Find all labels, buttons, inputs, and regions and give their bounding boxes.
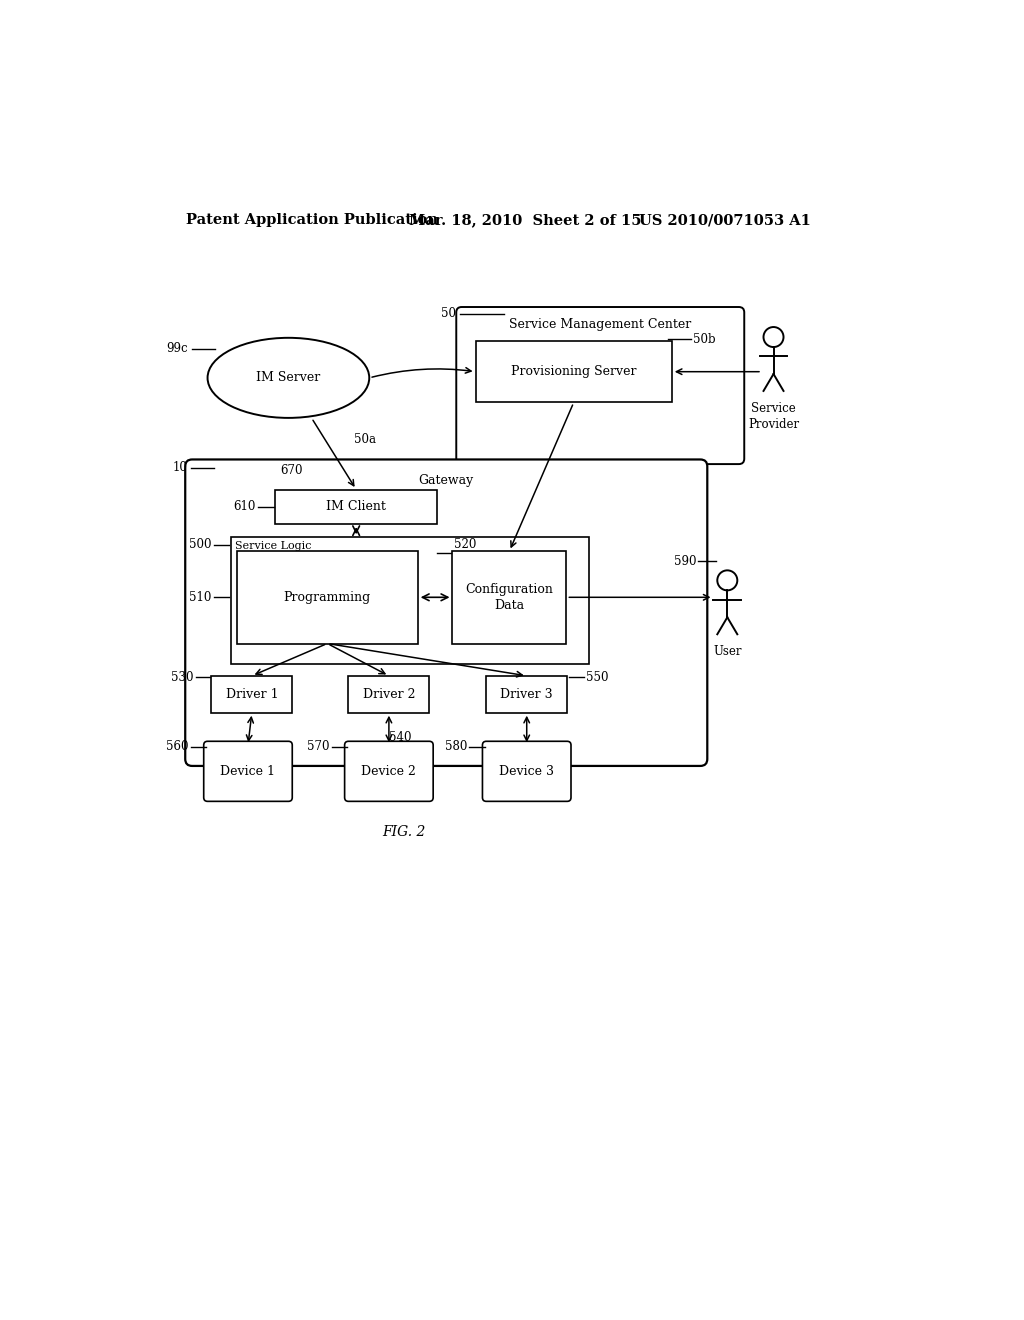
Text: User: User xyxy=(713,645,741,659)
Text: Device 3: Device 3 xyxy=(500,764,554,777)
Text: 570: 570 xyxy=(307,741,330,754)
FancyBboxPatch shape xyxy=(453,552,566,644)
Text: 530: 530 xyxy=(171,671,194,684)
FancyBboxPatch shape xyxy=(275,490,437,524)
Text: 99c: 99c xyxy=(167,342,188,355)
FancyBboxPatch shape xyxy=(345,742,433,801)
FancyBboxPatch shape xyxy=(230,537,589,664)
Text: Patent Application Publication: Patent Application Publication xyxy=(186,213,438,227)
FancyBboxPatch shape xyxy=(457,308,744,465)
Text: 10: 10 xyxy=(173,462,187,474)
FancyBboxPatch shape xyxy=(348,676,429,713)
Text: Service
Provider: Service Provider xyxy=(748,401,799,430)
FancyBboxPatch shape xyxy=(486,676,567,713)
Text: US 2010/0071053 A1: US 2010/0071053 A1 xyxy=(639,213,811,227)
Text: 520: 520 xyxy=(454,539,476,552)
Text: FIG. 2: FIG. 2 xyxy=(382,825,426,840)
Text: 50b: 50b xyxy=(693,333,716,346)
FancyBboxPatch shape xyxy=(237,552,418,644)
Text: Mar. 18, 2010  Sheet 2 of 15: Mar. 18, 2010 Sheet 2 of 15 xyxy=(410,213,642,227)
Text: 510: 510 xyxy=(189,591,211,603)
FancyBboxPatch shape xyxy=(204,742,292,801)
Text: Programming: Programming xyxy=(284,591,371,603)
Text: 590: 590 xyxy=(674,554,696,568)
Text: 50: 50 xyxy=(440,308,456,321)
Text: Driver 3: Driver 3 xyxy=(501,688,553,701)
Text: 550: 550 xyxy=(587,671,609,684)
Text: IM Server: IM Server xyxy=(256,371,321,384)
Text: Device 1: Device 1 xyxy=(220,764,275,777)
Text: 540: 540 xyxy=(389,731,412,744)
Text: Configuration
Data: Configuration Data xyxy=(466,583,553,611)
FancyBboxPatch shape xyxy=(482,742,571,801)
FancyBboxPatch shape xyxy=(185,459,708,766)
FancyBboxPatch shape xyxy=(475,341,672,403)
Text: 500: 500 xyxy=(188,539,211,552)
Text: 50a: 50a xyxy=(354,433,376,446)
Text: Provisioning Server: Provisioning Server xyxy=(511,366,637,379)
Text: 560: 560 xyxy=(166,741,188,754)
Text: Gateway: Gateway xyxy=(419,474,474,487)
Text: 670: 670 xyxy=(281,463,303,477)
Text: Service Logic: Service Logic xyxy=(236,541,311,552)
Text: Service Management Center: Service Management Center xyxy=(509,318,691,331)
Text: Driver 1: Driver 1 xyxy=(225,688,279,701)
Text: Driver 2: Driver 2 xyxy=(362,688,415,701)
FancyBboxPatch shape xyxy=(211,676,292,713)
Text: Device 2: Device 2 xyxy=(361,764,417,777)
Text: 580: 580 xyxy=(444,741,467,754)
Text: 610: 610 xyxy=(233,500,256,513)
Text: IM Client: IM Client xyxy=(327,500,386,513)
Ellipse shape xyxy=(208,338,370,418)
